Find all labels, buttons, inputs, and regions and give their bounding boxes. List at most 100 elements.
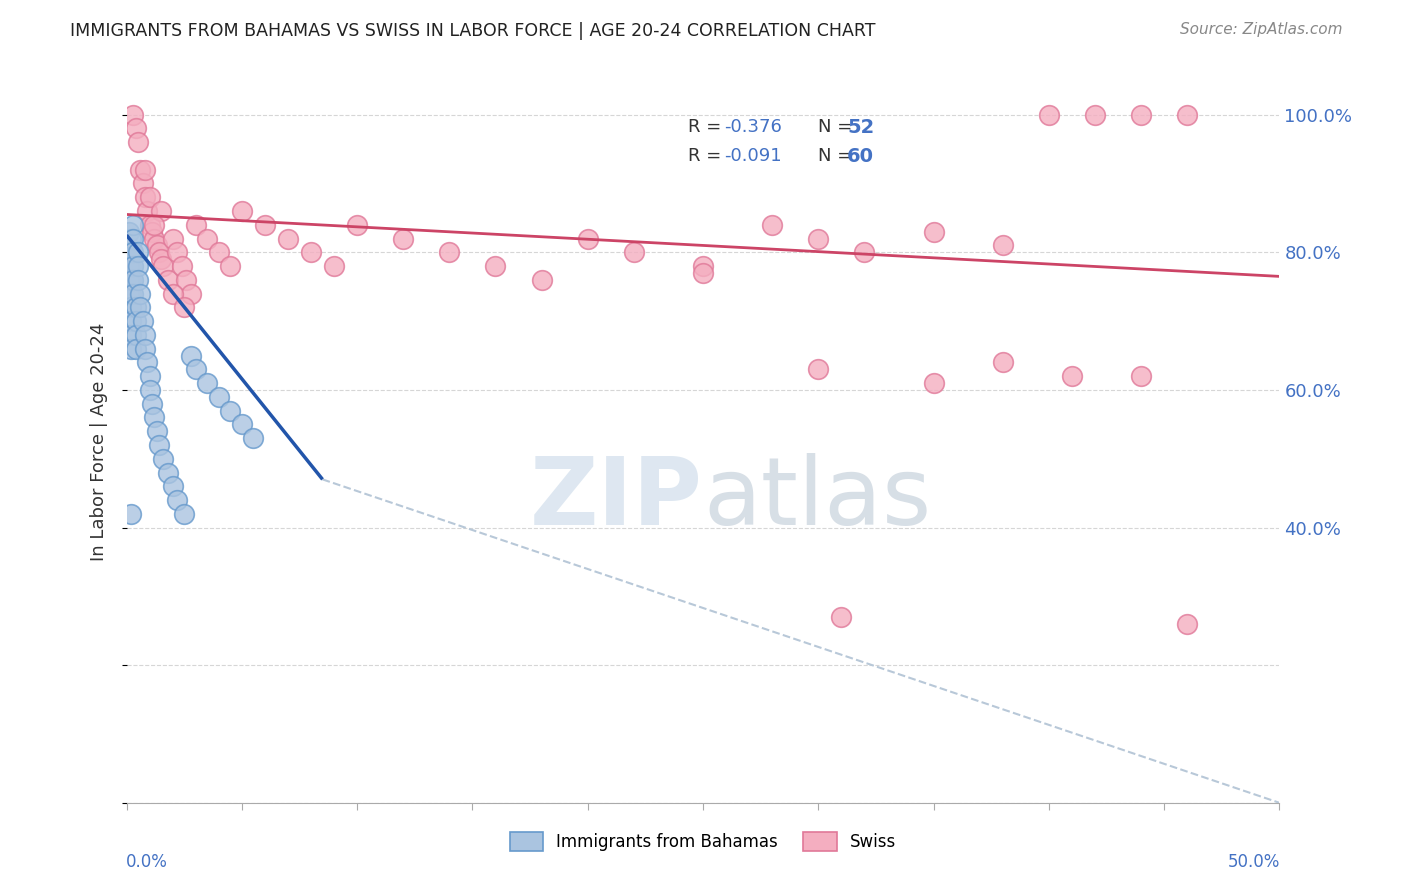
Point	[157, 466, 180, 480]
Point	[141, 225, 163, 239]
Point	[152, 451, 174, 466]
Point	[131, 314, 153, 328]
Point	[166, 493, 188, 508]
Point	[323, 259, 346, 273]
Point	[1175, 108, 1198, 122]
Point	[120, 286, 142, 301]
Point	[180, 349, 202, 363]
Point	[120, 273, 142, 287]
Point	[530, 273, 553, 287]
Point	[120, 245, 142, 260]
Y-axis label: In Labor Force | Age 20-24: In Labor Force | Age 20-24	[90, 322, 108, 561]
Point	[692, 266, 714, 280]
Point	[145, 238, 167, 252]
Point	[148, 245, 170, 260]
Point	[122, 231, 145, 245]
Point	[157, 273, 180, 287]
Point	[118, 286, 141, 301]
Point	[120, 231, 142, 245]
Point	[576, 231, 599, 245]
Point	[120, 301, 142, 315]
Text: -0.376: -0.376	[724, 119, 782, 136]
Point	[162, 479, 184, 493]
Point	[143, 231, 166, 245]
Point	[180, 286, 202, 301]
Point	[807, 231, 830, 245]
Point	[922, 225, 945, 239]
Point	[129, 301, 152, 315]
Point	[277, 231, 299, 245]
Point	[134, 327, 156, 342]
Point	[184, 218, 207, 232]
Text: R =: R =	[688, 119, 727, 136]
Point	[134, 162, 156, 177]
Point	[129, 162, 152, 177]
Point	[231, 417, 253, 432]
Point	[484, 259, 506, 273]
Point	[253, 218, 276, 232]
Point	[127, 273, 149, 287]
Point	[138, 218, 160, 232]
Point	[120, 342, 142, 356]
Point	[145, 424, 167, 438]
Point	[125, 342, 148, 356]
Point	[1175, 616, 1198, 631]
Text: N =: N =	[818, 119, 858, 136]
Point	[1130, 369, 1153, 384]
Text: atlas: atlas	[703, 453, 931, 545]
Point	[991, 355, 1014, 369]
Text: N =: N =	[818, 147, 858, 165]
Point	[991, 238, 1014, 252]
Point	[195, 231, 218, 245]
Point	[143, 410, 166, 425]
Point	[242, 431, 264, 445]
Point	[176, 273, 198, 287]
Point	[173, 507, 195, 521]
Legend: Immigrants from Bahamas, Swiss: Immigrants from Bahamas, Swiss	[502, 823, 904, 860]
Point	[195, 376, 218, 390]
Point	[1038, 108, 1060, 122]
Point	[122, 218, 145, 232]
Point	[122, 273, 145, 287]
Point	[162, 286, 184, 301]
Text: 52: 52	[846, 118, 875, 136]
Point	[127, 259, 149, 273]
Point	[692, 259, 714, 273]
Point	[623, 245, 645, 260]
Point	[219, 259, 242, 273]
Point	[173, 301, 195, 315]
Point	[122, 259, 145, 273]
Text: -0.091: -0.091	[724, 147, 782, 165]
Text: ZIP: ZIP	[530, 453, 703, 545]
Point	[208, 390, 231, 404]
Point	[150, 252, 173, 267]
Point	[131, 177, 153, 191]
Point	[134, 342, 156, 356]
Point	[162, 231, 184, 245]
Point	[120, 259, 142, 273]
Point	[122, 245, 145, 260]
Point	[830, 610, 852, 624]
Text: Source: ZipAtlas.com: Source: ZipAtlas.com	[1180, 22, 1343, 37]
Point	[138, 369, 160, 384]
Point	[118, 259, 141, 273]
Point	[807, 362, 830, 376]
Point	[127, 135, 149, 149]
Point	[118, 273, 141, 287]
Point	[166, 245, 188, 260]
Point	[208, 245, 231, 260]
Point	[143, 218, 166, 232]
Point	[170, 259, 193, 273]
Point	[219, 403, 242, 417]
Point	[125, 121, 148, 136]
Point	[346, 218, 368, 232]
Point	[129, 286, 152, 301]
Point	[761, 218, 783, 232]
Point	[118, 245, 141, 260]
Point	[134, 190, 156, 204]
Point	[392, 231, 415, 245]
Text: 50.0%: 50.0%	[1229, 854, 1281, 871]
Point	[231, 204, 253, 219]
Point	[922, 376, 945, 390]
Point	[127, 245, 149, 260]
